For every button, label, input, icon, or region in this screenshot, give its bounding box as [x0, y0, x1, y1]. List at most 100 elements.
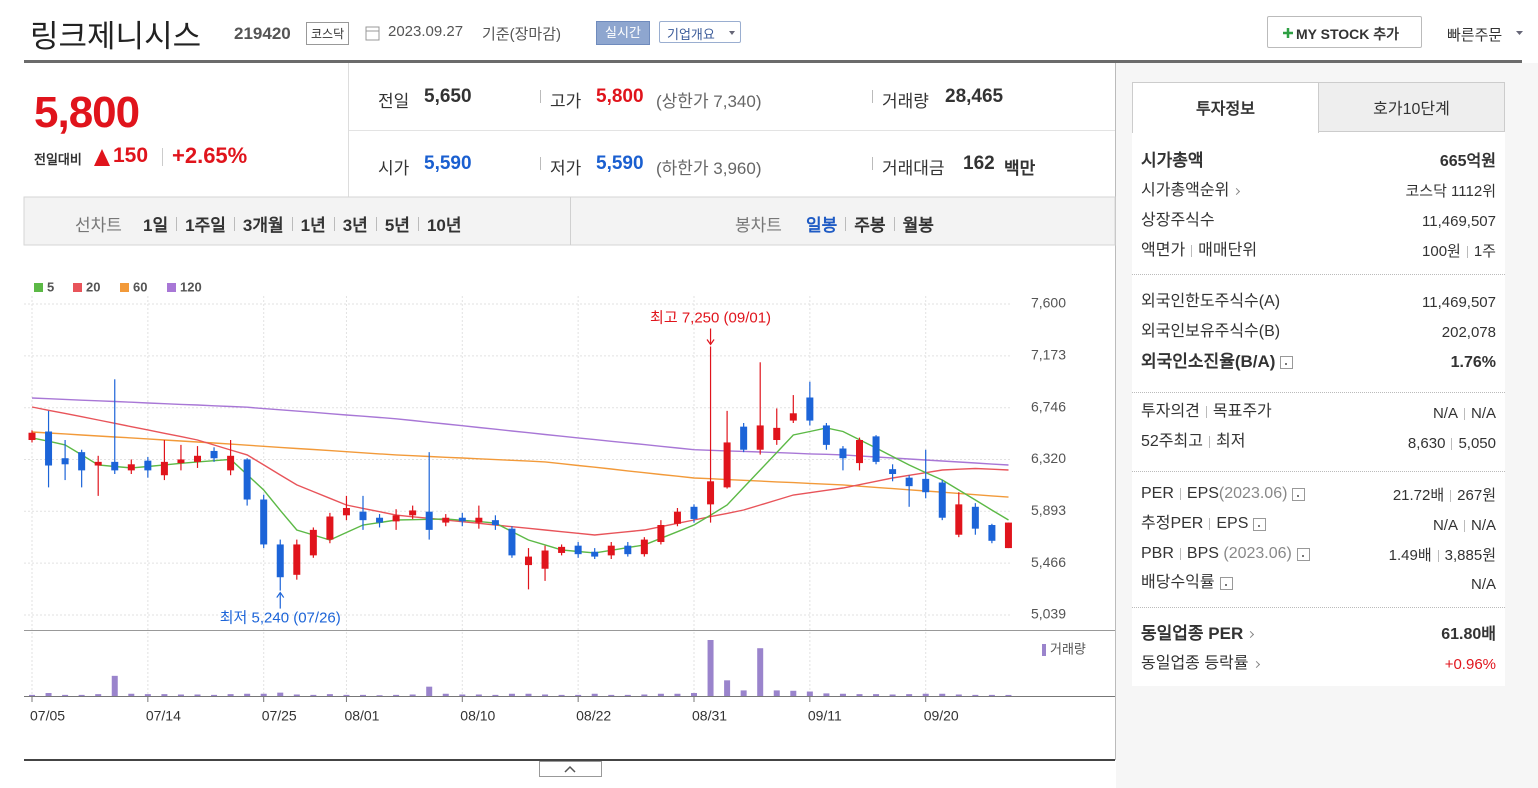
candle-body [194, 455, 201, 462]
volume-bar [459, 694, 466, 696]
side-est-per-value: N/A [1470, 517, 1496, 534]
candle-body [326, 516, 334, 540]
legend-label: 120 [180, 279, 202, 294]
volume-bar [657, 693, 664, 696]
candle-body [541, 550, 549, 569]
side-est-per-label: 추정PER [1141, 515, 1204, 532]
tab-bar [23, 196, 1116, 246]
volume-bar [1005, 694, 1012, 696]
side-per-value: 267원 [1457, 487, 1496, 504]
period-tab[interactable]: 3년 [342, 216, 368, 235]
volume-bar [591, 693, 598, 696]
help-icon[interactable] [1280, 355, 1294, 369]
volume-bar [707, 640, 714, 696]
y-tick-label: 5,466 [1031, 554, 1066, 570]
side-tabs[interactable]: 호가10단계 [1373, 101, 1450, 118]
period-tab[interactable]: 주봉 [854, 216, 886, 235]
volume-bar [624, 694, 631, 696]
candle-body [127, 464, 135, 471]
side-tab[interactable] [1318, 82, 1505, 132]
element: 시가총액 [1141, 150, 1204, 172]
candle-body [177, 459, 185, 464]
row-separator [1132, 392, 1505, 393]
x-tick-label: 08/31 [692, 708, 727, 724]
separator [872, 157, 873, 170]
element: 1.49배 3,885원 [1389, 545, 1496, 567]
header-realtime[interactable]: 실시간 [596, 21, 650, 45]
separator [540, 90, 541, 103]
summary-amount-label: 거래대금 [882, 159, 945, 178]
candle-body [905, 477, 913, 487]
candle-body [591, 551, 599, 557]
my-stock-button[interactable] [1267, 16, 1422, 48]
side-industry-per-value: 61.80배 [1441, 626, 1496, 643]
volume-bar [757, 648, 764, 696]
candle-body [243, 459, 251, 500]
candle-body [111, 461, 119, 471]
candle-body [723, 442, 731, 488]
side-dividend-value: N/A [1470, 576, 1496, 593]
summary-prev-value: 5,650 [424, 86, 472, 107]
period-tab[interactable]: 일봉 [806, 216, 838, 235]
price-rate: +2.65% [172, 143, 248, 168]
candle-body [376, 517, 384, 523]
element[interactable]: 동일업종 등락률 [1141, 653, 1260, 675]
summary-low-label: 저가 [550, 159, 582, 178]
separator [1205, 406, 1207, 418]
side-per-value: 21.72배 [1392, 487, 1445, 504]
ma-line [31, 427, 1009, 554]
volume-bar [939, 693, 946, 696]
candle-body [144, 460, 152, 471]
element: N/A [1471, 574, 1496, 596]
period-tab[interactable]: 10년 [426, 216, 462, 235]
element[interactable]: 동일업종 PER [1141, 623, 1255, 645]
candle-body [227, 455, 235, 471]
candle-body [61, 458, 69, 465]
volume-bar [310, 694, 317, 696]
legend-swatch [1042, 644, 1046, 656]
period-tab[interactable]: 1일 [143, 216, 169, 235]
volume-bar [409, 694, 416, 696]
volume-bar [244, 693, 251, 696]
candle-body [640, 539, 648, 555]
period-tab[interactable]: 1주일 [185, 216, 226, 235]
period-tab[interactable]: 5년 [384, 216, 410, 235]
price-current: 5,800 [34, 88, 140, 137]
candle-body [409, 510, 417, 516]
top-rule [24, 60, 1522, 63]
help-icon[interactable] [1253, 517, 1267, 531]
help-icon[interactable] [1292, 487, 1306, 501]
company-button[interactable] [659, 21, 741, 43]
summary-prev-label: 전일 [378, 92, 410, 111]
element[interactable]: 시가총액순위 [1141, 180, 1241, 202]
side-est-per-label: EPS [1216, 515, 1249, 532]
separator [375, 216, 377, 231]
summary-amount-unit: 백만 [1004, 159, 1036, 178]
side-par-label: 매매단위 [1198, 242, 1258, 259]
candle-body [673, 511, 681, 524]
volume-bar [691, 693, 697, 696]
candle-body [508, 528, 516, 556]
legend-swatch [167, 283, 176, 292]
element: 8,630 5,050 [1408, 433, 1496, 455]
help-icon[interactable] [1296, 547, 1310, 561]
candle-body [657, 525, 665, 543]
side-tabs[interactable]: 투자정보 [1196, 101, 1255, 118]
candle-body [78, 452, 86, 471]
help-icon[interactable] [1219, 576, 1233, 590]
side-pbr-label: BPS [1186, 545, 1219, 562]
header-market: 코스닥 [306, 22, 350, 45]
header-quick-order[interactable]: 빠른주문 [1447, 27, 1503, 44]
period-tab[interactable]: 월봉 [902, 216, 934, 235]
period-tab[interactable]: 3개월 [242, 216, 284, 235]
period-tab[interactable]: 1년 [300, 216, 326, 235]
toggle-icon [564, 765, 576, 773]
side-shares-label: 상장주식수 [1141, 212, 1215, 229]
element: PBR BPS (2023.06) [1141, 543, 1310, 565]
volume-bar [608, 694, 615, 696]
candle-body [1004, 522, 1012, 549]
side-foreign-rate-value: 1.76% [1450, 354, 1496, 371]
side-market-cap-value: 665억원 [1439, 153, 1496, 170]
toggle-button[interactable] [539, 761, 602, 777]
